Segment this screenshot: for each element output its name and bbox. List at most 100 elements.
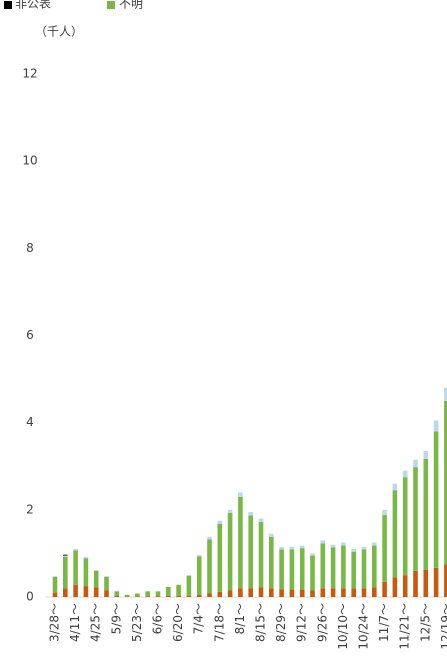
bar-segment — [433, 567, 439, 597]
bar-segment — [341, 542, 346, 546]
x-tick-label: 4/11～ — [68, 603, 82, 642]
x-tick-label: 9/26～ — [315, 603, 329, 642]
bar-segment — [63, 554, 68, 556]
y-tick-label: 12 — [22, 67, 37, 81]
bar-segment — [227, 590, 233, 597]
bar-segment — [217, 523, 223, 592]
bar-segment — [320, 543, 326, 589]
bar-segment — [114, 591, 120, 596]
bar-segment — [145, 591, 150, 597]
bar-segment — [258, 522, 264, 588]
bar-segment — [93, 569, 99, 571]
y-tick-label: 6 — [26, 328, 34, 342]
x-tick-label: 8/29～ — [274, 603, 288, 642]
bar-segment — [299, 589, 305, 597]
bar-segment — [310, 555, 315, 591]
bar-segment — [196, 556, 202, 595]
bar-segment — [176, 584, 181, 596]
x-tick-label: 10/24～ — [357, 603, 371, 650]
legend-label: 不明 — [119, 0, 143, 11]
x-tick-label: 12/19～ — [439, 603, 447, 650]
bar-segment — [63, 556, 68, 589]
bar-segment — [207, 539, 212, 594]
bar-segment — [444, 564, 447, 597]
bar-segment — [423, 569, 429, 597]
bar-segment — [372, 545, 377, 588]
bar-segment — [93, 587, 99, 597]
bar-segment — [392, 483, 398, 491]
bar-segment — [269, 533, 274, 537]
bar-segment — [145, 596, 150, 597]
bar-segment — [392, 490, 398, 578]
bar-segment — [341, 545, 346, 589]
bar-segment — [248, 588, 253, 597]
bar-segment — [279, 549, 284, 590]
bar-segment — [73, 549, 78, 551]
bar-segment — [269, 588, 274, 597]
bar-segment — [155, 596, 161, 597]
bar-segment — [289, 546, 295, 550]
bar-segment — [279, 546, 284, 550]
bar-segment — [83, 558, 89, 587]
bar-segment — [135, 593, 140, 597]
bar-segment — [269, 536, 274, 589]
bar-segment — [351, 549, 356, 552]
bar-segment — [207, 536, 212, 540]
bar-segment — [392, 577, 398, 597]
bar-segment — [155, 591, 161, 597]
y-tick-label: 4 — [26, 415, 34, 429]
x-tick-label: 3/28～ — [48, 603, 62, 642]
bar-segment — [413, 570, 418, 597]
unit-label: （千人） — [35, 25, 83, 39]
x-tick-label: 7/4～ — [192, 603, 206, 634]
x-tick-label: 11/21～ — [398, 603, 412, 650]
bar-segment — [196, 554, 202, 557]
bar-segment — [186, 595, 192, 597]
bar-segment — [341, 588, 346, 597]
x-tick-label: 9/12～ — [295, 603, 309, 642]
y-tick-label: 0 — [26, 590, 34, 604]
bar-segment — [361, 549, 367, 589]
bar-segment — [104, 576, 109, 577]
bar-segment — [402, 477, 408, 576]
bar-segment — [299, 545, 305, 549]
bar-segment — [63, 588, 68, 597]
x-tick-label: 7/18～ — [212, 603, 226, 642]
bar-segment — [361, 588, 367, 597]
bar-segment — [196, 594, 202, 597]
x-tick-label: 10/10～ — [336, 603, 350, 650]
bar-segment — [93, 570, 99, 588]
bar-segment — [166, 586, 171, 596]
bar-segment — [124, 594, 130, 597]
bar-segment — [423, 450, 429, 459]
bar-segment — [413, 459, 418, 468]
bar-segment — [104, 576, 109, 591]
bar-segment — [382, 581, 387, 597]
x-tick-label: 6/20～ — [171, 603, 185, 642]
bar-segment — [217, 591, 223, 597]
y-tick-label: 8 — [26, 241, 34, 255]
bar-segment — [227, 512, 233, 591]
bar-segment — [444, 387, 447, 401]
legend-swatch — [4, 1, 12, 9]
bar-segment — [114, 595, 120, 597]
bar-segment — [372, 542, 377, 546]
bar-segment — [330, 547, 336, 589]
bar-segment — [382, 515, 387, 582]
bar-segment — [423, 458, 429, 570]
y-tick-label: 2 — [26, 502, 34, 516]
bar-segment — [52, 576, 58, 593]
bar-segment — [258, 587, 264, 597]
x-tick-label: 11/7～ — [377, 603, 391, 642]
bar-segment — [279, 589, 284, 597]
x-tick-label: 4/25～ — [89, 603, 103, 642]
bar-segment — [238, 492, 243, 497]
x-tick-label: 8/1～ — [233, 603, 247, 634]
bar-segment — [351, 588, 356, 597]
bar-segment — [330, 588, 336, 597]
bar-segment — [238, 588, 243, 597]
bar-segment — [52, 576, 58, 577]
bar-segment — [227, 509, 233, 513]
bar-segment — [289, 549, 295, 590]
